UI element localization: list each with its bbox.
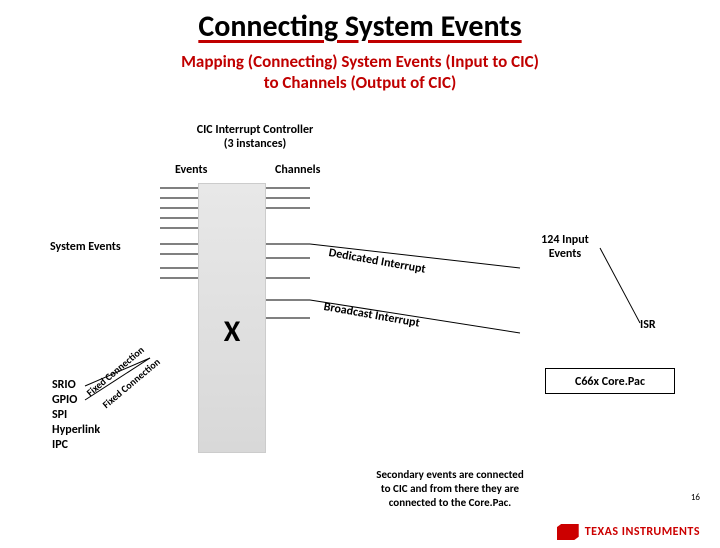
subtitle-line2: to Channels (Output of CIC) (264, 72, 457, 93)
dedicated-interrupt-label: Dedicated Interrupt (328, 246, 427, 277)
slide-subtitle: Mapping (Connecting) System Events (Inpu… (0, 51, 720, 94)
module-spi: SPI (52, 408, 100, 423)
corepac-box: C66x Core.Pac (545, 368, 675, 394)
module-srio: SRIO (52, 378, 100, 393)
slide-number: 16 (691, 492, 700, 503)
system-events-label: System Events (50, 240, 121, 254)
input124-l1: 124 Input (541, 233, 589, 247)
ti-brand-text: TEXAS INSTRUMENTS (585, 525, 700, 539)
module-hyperlink: Hyperlink (52, 423, 100, 438)
secondary-l1: Secondary events are connected (376, 468, 523, 481)
ti-chip-icon (557, 524, 579, 540)
events-label: Events (175, 163, 207, 177)
slide-title: Connecting System Events (0, 8, 720, 45)
cic-header: CIC Interrupt Controller (3 instances) (180, 123, 330, 152)
input-events-label: 124 Input Events (520, 233, 610, 262)
channels-label: Channels (275, 163, 320, 177)
isr-label: ISR (640, 318, 656, 332)
broadcast-interrupt-label: Broadcast Interrupt (323, 300, 421, 331)
ti-logo: TEXAS INSTRUMENTS (557, 524, 700, 540)
cic-header-l1: CIC Interrupt Controller (197, 123, 314, 137)
crossbar-x-label: X (198, 313, 266, 350)
secondary-l3: connected to the Core.Pac. (389, 496, 511, 509)
input124-l2: Events (549, 247, 581, 261)
cic-header-l2: (3 instances) (224, 137, 287, 151)
module-gpio: GPIO (52, 393, 100, 408)
secondary-note: Secondary events are connected to CIC an… (335, 468, 565, 509)
secondary-l2: to CIC and from there they are (381, 482, 519, 495)
module-ipc: IPC (52, 438, 100, 453)
subtitle-line1: Mapping (Connecting) System Events (Inpu… (181, 51, 539, 72)
module-list: SRIO GPIO SPI Hyperlink IPC (52, 378, 100, 453)
